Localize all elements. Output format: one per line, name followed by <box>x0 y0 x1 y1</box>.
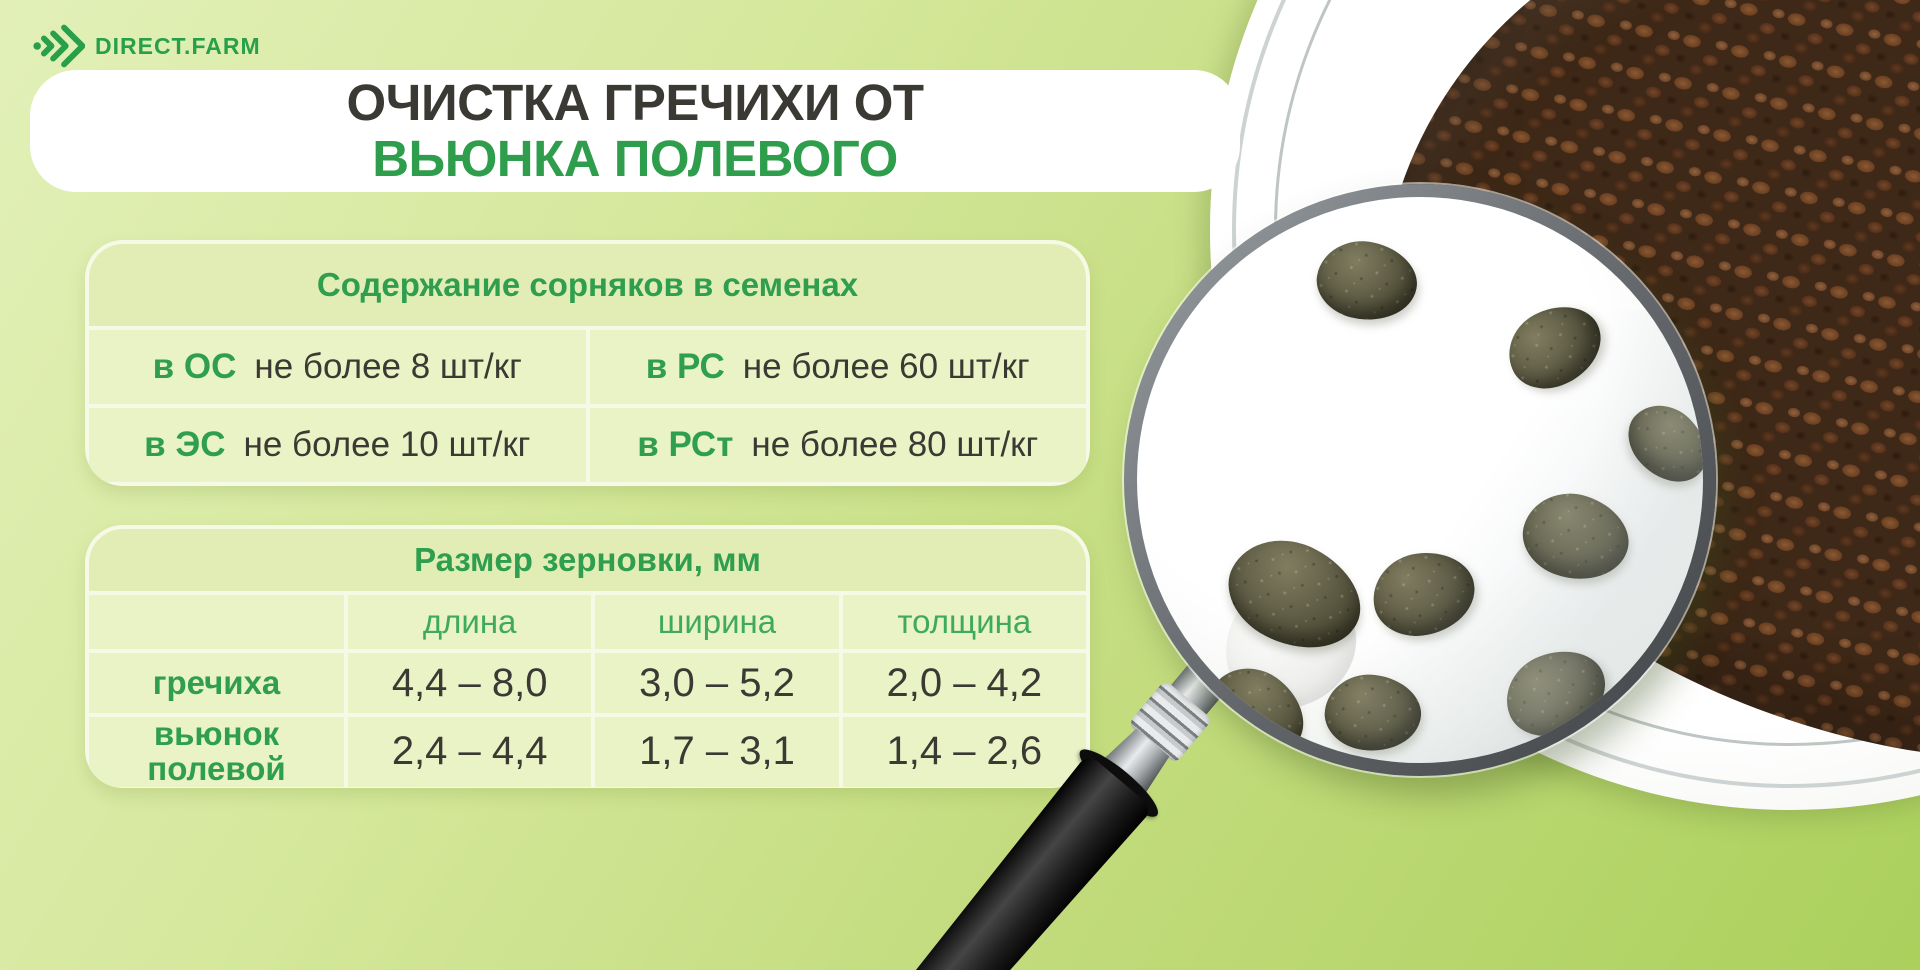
column-header-width: ширина <box>595 595 839 649</box>
row-label-bindweed: вьюнок полевой <box>89 716 344 787</box>
seed-class-value: не более 60 шт/кг <box>742 347 1030 386</box>
bindweed-seed <box>1309 232 1425 330</box>
bindweed-seed-faded <box>1213 572 1369 720</box>
table-cell: в ЭС не более 10 шт/кг <box>89 408 586 482</box>
column-header-length: длина <box>348 595 592 649</box>
brand-name: DIRECT.FARM <box>95 32 261 59</box>
chevrons-icon <box>33 24 85 68</box>
table-value: 4,4 – 8,0 <box>348 653 592 714</box>
table-value: 1,4 – 2,6 <box>842 717 1086 787</box>
size-table-title: Размер зерновки, мм <box>89 529 1086 591</box>
magnifier-glass <box>1137 197 1703 763</box>
seed-class-label: в РС <box>645 347 725 386</box>
table-cell: в ОС не более 8 шт/кг <box>89 330 586 404</box>
bindweed-seed <box>1193 649 1321 763</box>
size-table-grid: длина ширина толщина гречиха 4,4 – 8,0 3… <box>89 595 1086 787</box>
weed-content-table: Содержание сорняков в семенах в ОС не бо… <box>85 240 1090 486</box>
bindweed-seed <box>1320 668 1426 758</box>
bindweed-seed <box>1211 518 1379 672</box>
seed-class-value: не более 10 шт/кг <box>243 425 531 464</box>
seed-class-value: не более 8 шт/кг <box>254 347 522 386</box>
weed-table-grid: в ОС не более 8 шт/кг в РС не более 60 ш… <box>89 330 1086 482</box>
table-value: 2,4 – 4,4 <box>348 717 592 787</box>
brand-logo: DIRECT.FARM <box>33 22 261 70</box>
page-title: ОЧИСТКА ГРЕЧИХИ ОТ ВЬЮНКА ПОЛЕВОГО <box>30 70 1240 192</box>
title-line-1: ОЧИСТКА ГРЕЧИХИ ОТ <box>346 73 924 131</box>
bindweed-seed <box>1512 480 1640 594</box>
bindweed-seed <box>1494 637 1618 749</box>
magnifier-lens <box>1124 184 1716 776</box>
grain-size-table: Размер зерновки, мм длина ширина толщина… <box>85 525 1090 788</box>
table-cell: в РС не более 60 шт/кг <box>589 330 1086 404</box>
bindweed-seed <box>1614 389 1703 499</box>
table-value: 3,0 – 5,2 <box>595 653 839 714</box>
table-cell: в РСт не более 80 шт/кг <box>589 408 1086 482</box>
seed-class-label: в РСт <box>637 425 734 464</box>
table-value: 2,0 – 4,2 <box>842 653 1086 714</box>
title-line-2: ВЬЮНКА ПОЛЕВОГО <box>372 130 898 187</box>
seed-class-label: в ЭС <box>144 425 226 464</box>
seed-class-label: в ОС <box>152 347 237 386</box>
column-header-thickness: толщина <box>842 595 1086 649</box>
weed-table-title: Содержание сорняков в семенах <box>89 244 1086 326</box>
bindweed-seed <box>1495 292 1615 402</box>
seed-class-value: не более 80 шт/кг <box>751 425 1039 464</box>
table-corner-cell <box>89 595 344 649</box>
bindweed-seed <box>1367 546 1481 642</box>
table-value: 1,7 – 3,1 <box>595 717 839 787</box>
row-label-buckwheat: гречиха <box>89 653 344 714</box>
